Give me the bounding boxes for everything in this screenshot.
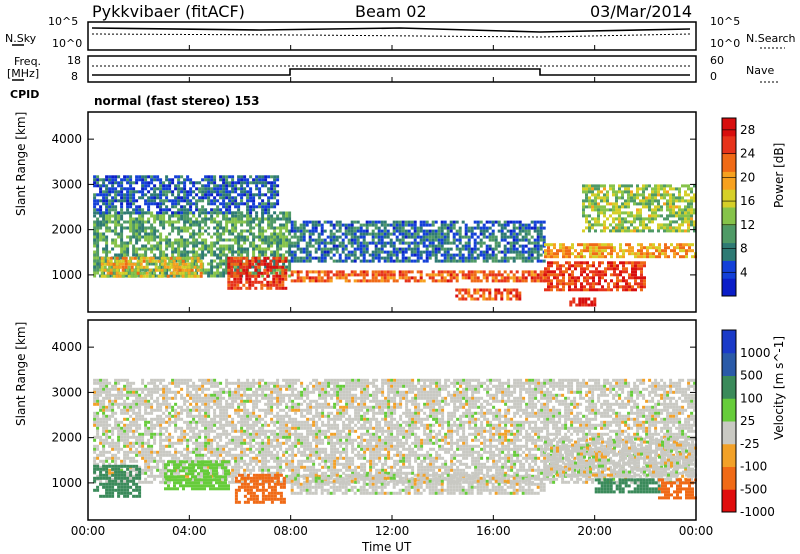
power-colorbar-segment: [722, 118, 736, 137]
velocity-colorbar-segment: [722, 330, 736, 354]
velocity-colorbar-segment: [722, 466, 736, 490]
velocity-region-2: [164, 460, 230, 491]
nave-tick-top: 60: [710, 54, 724, 67]
power-colorbar-tick-label: 24: [740, 147, 755, 161]
y-tick-label: 3000: [51, 385, 82, 399]
freq-tick-top: 18: [67, 54, 81, 67]
y-tick-label: 2000: [51, 223, 82, 237]
x-tick-label: 08:00: [273, 524, 308, 538]
nsky-tick-bottom: 10^0: [52, 37, 83, 50]
power-region-8: [544, 261, 646, 292]
y-tick-label: 3000: [51, 177, 82, 191]
velocity-yaxis-label: Slant Range [km]: [14, 321, 28, 426]
nsky-series: [91, 27, 691, 33]
power-colorbar-tick-label: 12: [740, 218, 755, 232]
power-colorbar-segment: [722, 260, 736, 279]
x-tick-label: 12:00: [375, 524, 410, 538]
velocity-colorbar-segment: [722, 443, 736, 467]
power-region-6: [455, 288, 522, 301]
velocity-colorbar-tick-label: 500: [740, 369, 763, 383]
x-tick-label: 00:00: [71, 524, 106, 538]
velocity-colorbar-tick-label: 1000: [740, 346, 771, 360]
nsearch-tick-bottom: 10^0: [710, 37, 741, 50]
velocity-region-0: [93, 378, 697, 484]
velocity-colorbar-segment: [722, 352, 736, 376]
freq-unit: [MHz]: [7, 67, 40, 80]
power-region-1: [93, 175, 280, 215]
nsearch-label: N.Search: [746, 32, 796, 45]
velocity-colorbar-tick-label: -25: [740, 437, 760, 451]
velocity-region-3: [234, 473, 286, 504]
nave-tick-bottom: 0: [710, 70, 717, 83]
power-region-7: [544, 243, 697, 259]
power-colorbar-segment: [722, 189, 736, 208]
power-colorbar-tick-label: 16: [740, 194, 755, 208]
cpid-text: normal (fast stereo) 153: [94, 94, 260, 108]
nsky-tick-top: 10^5: [48, 15, 79, 28]
nave-label: Nave: [746, 64, 775, 77]
beam-title: Beam 02: [355, 2, 427, 21]
power-region-3: [227, 256, 288, 290]
power-colorbar-label: Power [dB]: [772, 142, 786, 208]
power-colorbar-frame: [721, 117, 737, 297]
velocity-region-7: [658, 478, 697, 500]
power-region-10: [582, 184, 696, 233]
y-tick-label: 1000: [51, 268, 82, 282]
velocity-colorbar-tick-label: -100: [740, 460, 767, 474]
velocity-colorbar-segment: [722, 398, 736, 422]
velocity-colorbar-segment: [722, 375, 736, 399]
y-tick-label: 1000: [51, 476, 82, 490]
power-colorbar-tick-label: 8: [740, 242, 748, 256]
power-colorbar-tick-label: 4: [740, 265, 748, 279]
velocity-colorbar-frame: [721, 329, 737, 513]
x-tick-label: 16:00: [476, 524, 511, 538]
freq-label: Freq.: [14, 55, 42, 68]
velocity-colorbar-label: Velocity [m s^-1]: [772, 335, 786, 440]
velocity-colorbar-segment: [722, 421, 736, 445]
power-colorbar-segment: [722, 207, 736, 226]
freq-tick-bottom: 8: [71, 70, 78, 83]
velocity-colorbar-segment: [722, 489, 736, 513]
date-title: 03/Mar/2014: [590, 2, 693, 21]
y-tick-label: 4000: [51, 132, 82, 146]
power-yaxis-label: Slant Range [km]: [14, 111, 28, 216]
velocity-colorbar-tick-label: 25: [740, 414, 755, 428]
station-title: Pykkvibaer (fitACF): [92, 2, 245, 21]
power-colorbar-tick-label: 28: [740, 123, 755, 137]
power-colorbar-segment: [722, 224, 736, 244]
power-colorbar-segment: [722, 135, 736, 155]
power-colorbar-tick-label: 20: [740, 170, 755, 184]
x-tick-label: 00:00: [679, 524, 714, 538]
y-tick-label: 4000: [51, 340, 82, 354]
nsearch-series: [91, 33, 691, 38]
velocity-region-5: [544, 437, 697, 477]
velocity-colorbar-tick-label: -1000: [740, 505, 775, 519]
velocity-region-6: [594, 478, 661, 494]
velocity-region-4: [290, 473, 546, 495]
nsearch-tick-top: 10^5: [710, 15, 741, 28]
power-region-4: [290, 270, 546, 283]
power-region-9: [569, 297, 597, 307]
y-tick-label: 2000: [51, 431, 82, 445]
xaxis-label: Time UT: [362, 540, 412, 554]
power-colorbar-segment: [722, 153, 736, 172]
power-region-5: [290, 220, 546, 263]
velocity-colorbar-tick-label: -500: [740, 482, 767, 496]
power-colorbar-segment: [722, 278, 736, 297]
x-tick-label: 20:00: [577, 524, 612, 538]
power-region-2: [100, 256, 203, 278]
velocity-colorbar-tick-label: 100: [740, 391, 763, 405]
power-colorbar-segment: [722, 242, 736, 261]
x-tick-label: 04:00: [172, 524, 207, 538]
velocity-region-1: [93, 464, 142, 498]
nsky-label: N.Sky: [5, 32, 37, 45]
power-colorbar-segment: [722, 171, 736, 190]
cpid-label: CPID: [10, 88, 40, 101]
freq-series: [92, 68, 690, 76]
